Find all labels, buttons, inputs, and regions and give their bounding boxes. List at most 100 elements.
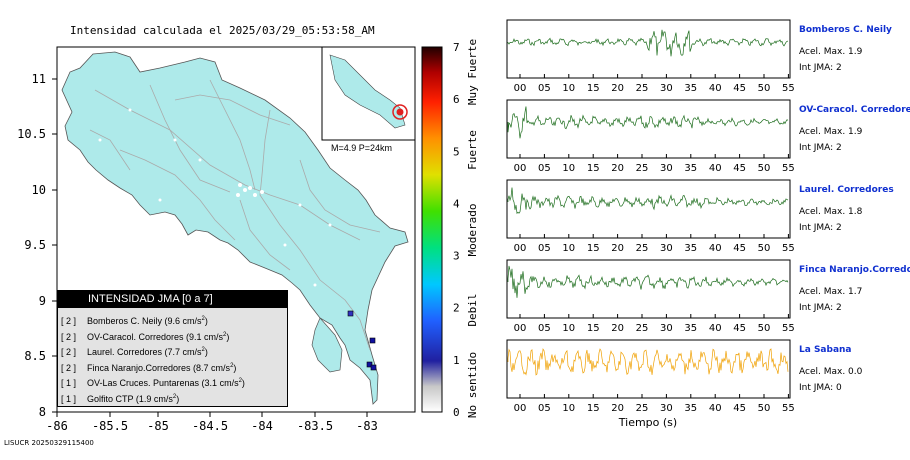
station-marker-laurel	[370, 364, 377, 371]
station-marker-bomberos	[369, 337, 376, 344]
station-name: Laurel. Corredores	[799, 185, 894, 195]
colorbar-category-label: Moderado	[466, 204, 479, 257]
legend-item-superscript: 2	[172, 393, 177, 400]
legend-item-label: Bomberos C. Neily (9.6 cm/s	[87, 316, 202, 326]
time-tick-label: 45	[733, 83, 746, 94]
time-tick-label: 40	[709, 323, 722, 334]
time-tick-label: 55	[782, 323, 795, 334]
time-tick-label: 45	[733, 243, 746, 254]
time-tick-label: 45	[733, 163, 746, 174]
legend-item-label: Finca Naranjo.Corredores (8.7 cm/s	[87, 362, 231, 373]
time-tick-label: 30	[660, 323, 673, 334]
time-tick-label: 40	[709, 163, 722, 174]
time-tick-label: 20	[611, 323, 624, 334]
legend-item-label: Laurel. Corredores (7.7 cm/s	[87, 347, 202, 357]
map-x-tick-label: -85.5	[92, 419, 128, 433]
map-y-tick-label: 9.5	[24, 238, 46, 252]
map-y-tick-label: 11	[32, 72, 46, 86]
legend-item: [ 2 ] Finca Naranjo.Corredores (8.7 cm/s2…	[58, 359, 287, 375]
map-x-tick-label: -84.5	[192, 419, 228, 433]
colorbar-tick-label: 4	[453, 197, 460, 210]
legend-item-close: )	[176, 393, 180, 404]
colorbar-tick-label: 7	[453, 41, 460, 54]
seismogram-trace	[507, 265, 789, 298]
time-tick-label: 10	[562, 163, 575, 174]
time-tick-label: 35	[684, 163, 697, 174]
time-tick-label: 20	[611, 163, 624, 174]
legend-item-close: )	[226, 331, 230, 342]
time-tick-label: 50	[758, 403, 771, 414]
town-markers	[98, 108, 332, 287]
time-tick-label: 10	[562, 323, 575, 334]
colorbar-tick-label: 1	[453, 354, 460, 367]
time-tick-label: 15	[587, 403, 600, 414]
seismogram-trace	[507, 187, 789, 215]
legend-item-label: Golfito CTP (1.9 cm/s	[87, 393, 173, 404]
time-tick-label: 25	[636, 163, 649, 174]
intensity-colorbar: 0 1 2 3 4 5 6 7 No sentido Debil Moderado Fuerte Mu…	[421, 39, 479, 419]
station-name: La Sabana	[799, 345, 852, 355]
station-accel-max: Acel. Max. 1.9	[799, 47, 863, 57]
colorbar-tick-label: 0	[453, 406, 460, 419]
legend-item-close: )	[204, 347, 208, 357]
time-tick-label: 10	[562, 83, 575, 94]
time-tick-label: 35	[684, 243, 697, 254]
time-tick-label: 15	[587, 83, 600, 94]
station-accel-max: Acel. Max. 0.0	[799, 367, 863, 377]
map-x-tick-label: -83	[356, 419, 378, 433]
map-title: Intensidad calculada el 2025/03/29_05:53…	[70, 24, 375, 37]
legend-item-intensity: [ 2 ]	[61, 316, 77, 326]
station-name: OV-Caracol. Corredores	[799, 105, 910, 115]
intensity-legend: INTENSIDAD JMA [0 a 7] [ 2 ] Bomberos C. …	[57, 290, 288, 407]
seismogram-frame	[506, 179, 791, 239]
colorbar-tick-label: 5	[453, 145, 460, 158]
map-frame	[56, 46, 416, 413]
time-tick-label: 00	[514, 163, 527, 174]
legend-item-intensity: [ 2 ]	[61, 347, 77, 357]
colorbar-category-label: Muy Fuerte	[466, 39, 479, 105]
legend-item-superscript: 2	[230, 362, 234, 369]
time-tick-label: 10	[562, 243, 575, 254]
colorbar-tick-label: 3	[453, 250, 460, 263]
legend-item-label: OV-Caracol. Corredores (9.1 cm/s	[87, 331, 224, 342]
station-accel-max: Acel. Max. 1.7	[799, 287, 863, 297]
time-tick-label: 15	[587, 323, 600, 334]
time-tick-label: 30	[660, 243, 673, 254]
time-tick-label: 00	[514, 323, 527, 334]
legend-item-superscript: 2	[238, 378, 242, 384]
osa-peninsula	[311, 317, 343, 373]
time-tick-label: 40	[709, 83, 722, 94]
map-y-tick-label: 9	[39, 294, 46, 308]
seismogram-frame	[506, 259, 791, 319]
time-tick-label: 05	[538, 83, 551, 94]
legend-item-intensity: [ 1 ]	[61, 378, 77, 388]
station-accel-max: Acel. Max. 1.9	[799, 127, 863, 137]
seismogram-trace	[507, 348, 789, 376]
time-tick-label: 25	[636, 323, 649, 334]
costa-rica-land	[61, 51, 409, 405]
time-tick-label: 40	[709, 243, 722, 254]
station-jma-intensity: Int JMA: 2	[799, 303, 842, 313]
time-tick-label: 30	[660, 163, 673, 174]
time-tick-label: 00	[514, 243, 527, 254]
map-x-tick-label: -84	[251, 419, 273, 433]
seismogram-frame	[506, 99, 791, 159]
time-tick-label: 00	[514, 403, 527, 414]
legend-item: [ 2 ] Bomberos C. Neily (9.6 cm/s2)	[58, 312, 287, 328]
legend-item: [ 2 ] Laurel. Corredores (7.7 cm/s2)	[58, 343, 287, 359]
map-x-tick-label: -86	[46, 419, 68, 433]
seismogram-trace	[507, 29, 789, 57]
seismogram-panels: 00 05 10 15 20 25 30 35 40 45 50 55 00 05 10 15 20 25 30 35…	[506, 19, 795, 429]
time-tick-label: 20	[611, 243, 624, 254]
time-tick-label: 05	[538, 403, 551, 414]
map-y-tick-label: 10	[32, 183, 46, 197]
legend-item-superscript: 2	[201, 347, 205, 353]
time-tick-label: 20	[611, 83, 624, 94]
station-name: Bomberos C. Neily	[799, 25, 892, 35]
time-tick-label: 15	[587, 243, 600, 254]
road-network	[89, 79, 381, 351]
time-tick-label: 35	[684, 403, 697, 414]
time-tick-label: 55	[782, 163, 795, 174]
time-tick-label: 20	[611, 403, 624, 414]
